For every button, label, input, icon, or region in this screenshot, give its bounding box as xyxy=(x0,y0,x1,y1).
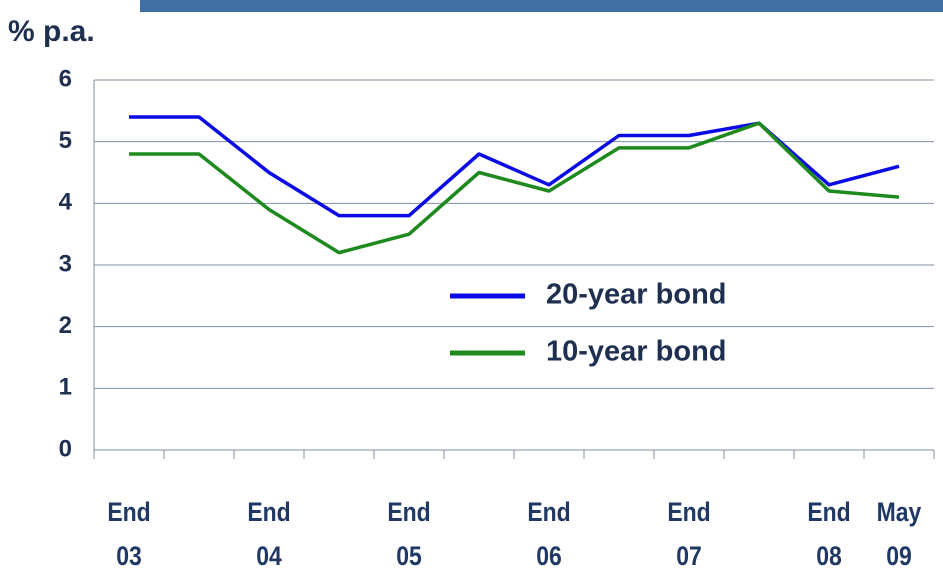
x-tick-label: End 06 xyxy=(527,497,571,571)
x-tick-label: End 05 xyxy=(387,497,431,571)
y-axis-label: % p.a. xyxy=(8,15,95,48)
y-tick-label: 2 xyxy=(59,312,72,339)
x-tick-label: End 03 xyxy=(107,497,151,571)
x-tick-label: End 07 xyxy=(667,497,711,571)
y-tick-label: 4 xyxy=(59,189,73,216)
legend-label: 10-year bond xyxy=(546,336,727,368)
y-tick-label: 5 xyxy=(59,127,72,154)
x-tick-label: End 04 xyxy=(247,497,291,571)
y-tick-label: 6 xyxy=(59,65,72,92)
y-tick-label: 0 xyxy=(59,435,72,462)
x-tick-label: End 08 xyxy=(807,497,851,571)
x-tick-label: May 09 xyxy=(876,497,922,571)
y-tick-label: 1 xyxy=(59,374,72,401)
series-line xyxy=(129,115,900,218)
series-line xyxy=(129,121,900,255)
y-tick-label: 3 xyxy=(59,250,72,277)
legend-label: 20-year bond xyxy=(546,279,727,311)
title-banner xyxy=(140,0,943,12)
